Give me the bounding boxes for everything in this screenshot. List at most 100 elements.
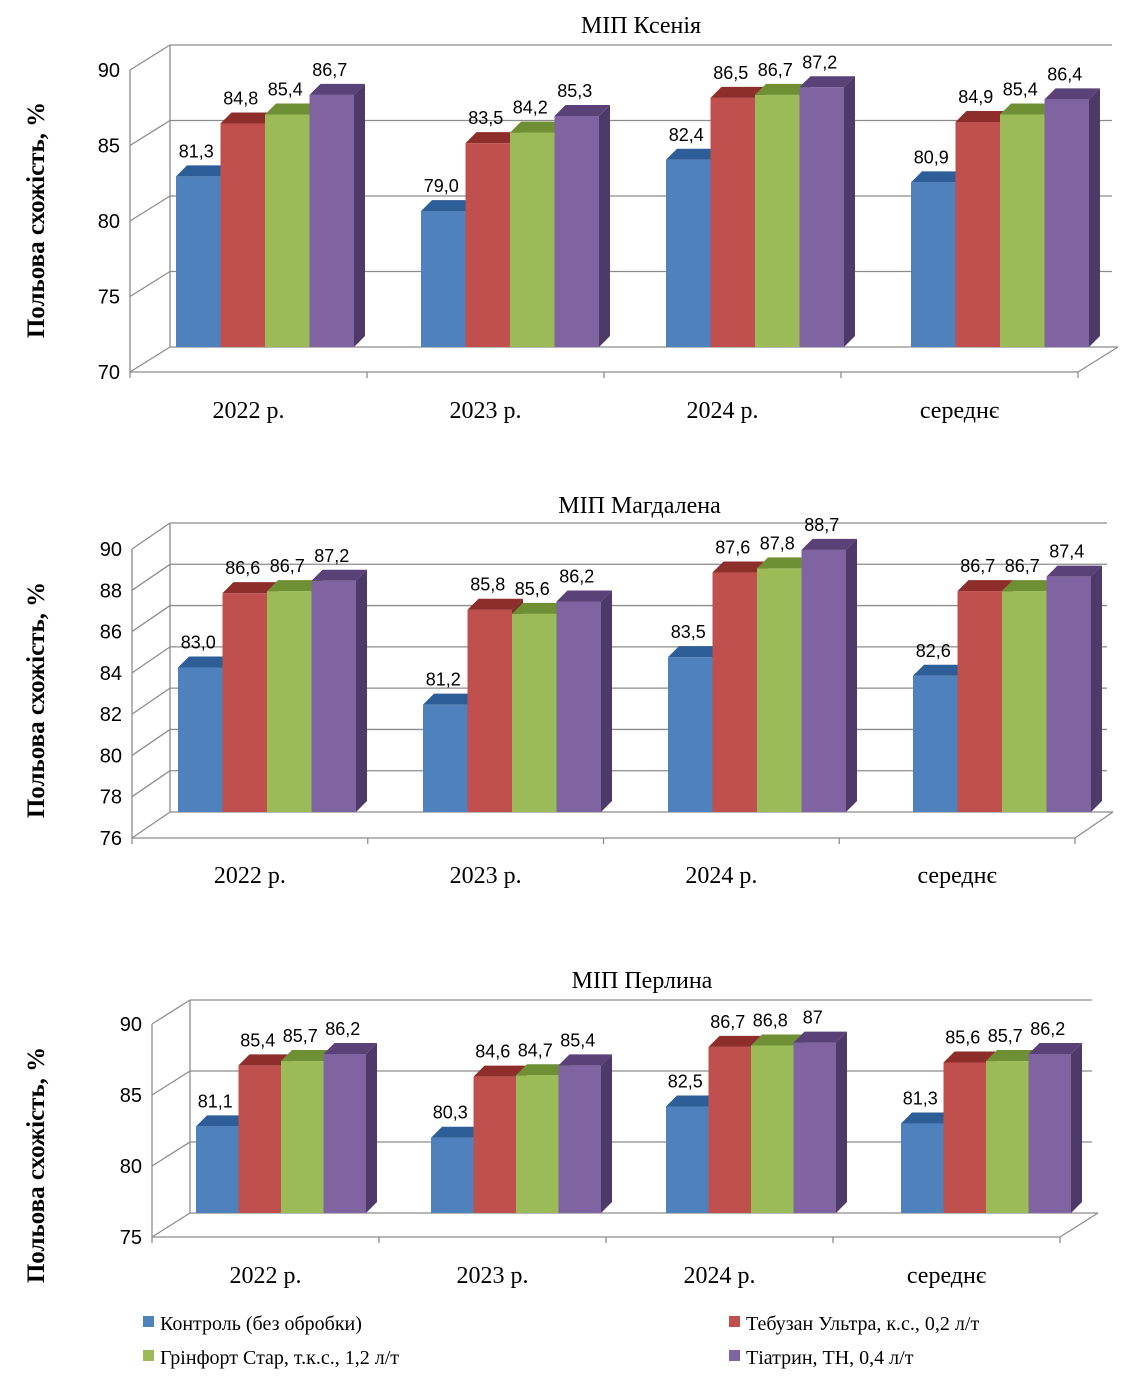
bar-top — [710, 86, 766, 98]
bar-top — [176, 165, 232, 177]
data-label: 86,7 — [960, 556, 995, 576]
bar-front — [423, 704, 468, 812]
data-label: 84,7 — [518, 1040, 553, 1060]
bar-top — [510, 121, 566, 133]
data-label: 86,2 — [559, 566, 594, 586]
bar-top — [1046, 565, 1102, 577]
data-label: 85,4 — [240, 1030, 275, 1050]
bar-tiatryn — [801, 538, 857, 812]
bar-top — [423, 693, 479, 705]
grid-diagonal — [131, 563, 171, 591]
x-tick-label: 2024 р. — [685, 863, 757, 889]
bar-front — [265, 114, 310, 348]
bar-top — [265, 103, 321, 115]
legend-label-tebuzan: Тебузан Ультра, к.с., 0,2 л/т — [746, 1313, 979, 1335]
legend-swatch-tebuzan — [729, 1316, 740, 1327]
bar-front — [1044, 99, 1089, 347]
bar-front — [901, 1123, 944, 1213]
data-label: 87,8 — [760, 533, 795, 553]
bar-front — [799, 87, 844, 347]
bar-top — [421, 200, 477, 212]
bar-top — [220, 112, 276, 124]
bar-side — [356, 569, 367, 812]
bar-front — [556, 601, 601, 812]
y-axis-label: Польова схожість, % — [23, 582, 50, 818]
bar-tiatryn — [309, 83, 365, 347]
bar-front — [1000, 114, 1045, 348]
grid-diagonal — [129, 119, 171, 147]
bar-top — [267, 580, 323, 592]
data-label: 85,6 — [945, 1027, 980, 1047]
bar-front — [220, 123, 265, 348]
data-label: 80,3 — [433, 1103, 468, 1123]
bar-top — [473, 1065, 527, 1077]
bar-front — [666, 159, 711, 347]
x-tick-label: 2023 р. — [450, 398, 522, 424]
bar-side — [601, 1054, 612, 1213]
bar-side — [599, 104, 610, 347]
bar-top — [196, 1115, 250, 1127]
data-label: 88,7 — [804, 515, 839, 535]
bar-top — [708, 1035, 762, 1047]
bar-front — [238, 1065, 281, 1213]
bar-top — [465, 132, 521, 144]
grid-diagonal — [131, 728, 171, 756]
bar-top — [178, 656, 234, 668]
y-tick-label: 85 — [120, 1085, 142, 1107]
chart-title: МІП Перлина — [572, 968, 713, 994]
data-label: 85,3 — [557, 81, 592, 101]
bar-top — [901, 1112, 955, 1124]
y-tick-label: 90 — [120, 1014, 142, 1036]
data-label: 86,7 — [312, 60, 347, 80]
bar-front — [176, 176, 221, 347]
bar-front — [943, 1062, 986, 1213]
bar-front — [710, 97, 755, 347]
bar-top — [913, 664, 969, 676]
grid-diagonal — [131, 770, 171, 798]
legend-label-control: Контроль (без обробки) — [160, 1313, 362, 1335]
bars — [176, 76, 1100, 348]
y-tick-label: 75 — [120, 1227, 142, 1249]
bar-front — [1028, 1053, 1071, 1213]
bar-front — [955, 122, 1000, 347]
bars — [196, 1031, 1082, 1213]
y-tick-label: 78 — [100, 787, 122, 809]
data-label: 87,6 — [715, 538, 750, 558]
bar-front — [516, 1075, 559, 1213]
data-label: 87 — [803, 1008, 823, 1028]
bar-control — [911, 171, 967, 347]
bar-front — [281, 1061, 324, 1213]
data-label: 85,4 — [1003, 79, 1038, 99]
data-label: 86,6 — [225, 558, 260, 578]
bars — [178, 538, 1102, 812]
bar-tiatryn — [1046, 565, 1102, 812]
y-tick-label: 76 — [100, 828, 122, 850]
y-tick-label: 70 — [98, 362, 120, 384]
bar-top — [554, 104, 610, 116]
bar-front — [267, 591, 312, 812]
bar-top — [943, 1051, 997, 1063]
bar-top — [799, 76, 855, 88]
y-tick-label: 90 — [98, 60, 120, 82]
bar-front — [323, 1053, 366, 1213]
y-tick-label: 84 — [100, 663, 122, 685]
x-tick-label: 2023 р. — [450, 863, 522, 889]
y-tick-label: 88 — [100, 580, 122, 602]
data-label: 86,4 — [1047, 64, 1082, 84]
data-label: 84,9 — [958, 87, 993, 107]
y-tick-label: 75 — [98, 287, 120, 309]
bar-top — [323, 1042, 377, 1054]
data-label: 87,4 — [1049, 542, 1084, 562]
x-tick-label: середнє — [920, 398, 999, 424]
bar-side — [354, 83, 365, 347]
data-label: 85,7 — [988, 1026, 1023, 1046]
data-label: 86,7 — [758, 60, 793, 80]
grid-diagonal — [131, 646, 171, 674]
bar-tiatryn — [1028, 1042, 1082, 1213]
bar-front — [473, 1076, 516, 1213]
data-label: 84,6 — [475, 1042, 510, 1062]
grid-diagonal — [129, 195, 171, 222]
bar-tebuzan — [473, 1065, 527, 1213]
x-tick-label: 2023 р. — [457, 1263, 529, 1289]
